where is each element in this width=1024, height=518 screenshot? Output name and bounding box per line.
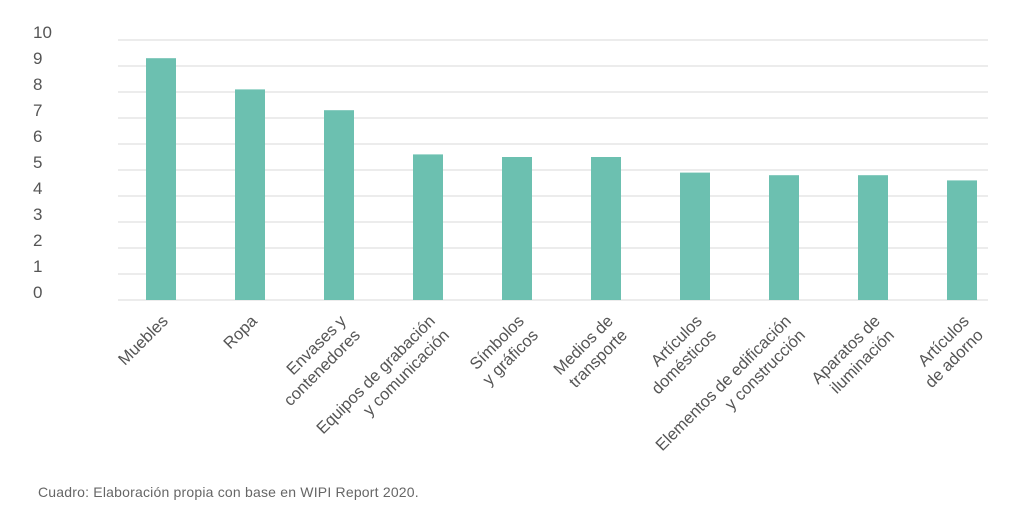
x-tick-label: Artículosdomésticos — [634, 312, 720, 398]
bar — [680, 172, 710, 300]
x-tick-label: Ropa — [220, 312, 261, 353]
x-tick-label: Aparatos deiluminación — [808, 312, 898, 402]
chart-caption: Cuadro: Elaboración propia con base en W… — [38, 484, 419, 500]
y-axis-ticks: 0 1 2 3 4 5 6 7 8 9 10 — [33, 23, 52, 302]
y-tick-label: 1 — [33, 257, 42, 276]
x-axis-ticks: Muebles Ropa Envases ycontenedoresEquipos … — [115, 312, 987, 455]
y-tick-label: 9 — [33, 49, 42, 68]
bar — [591, 157, 621, 300]
x-tick-label-line: Muebles — [115, 312, 172, 369]
y-tick-label: 0 — [33, 283, 42, 302]
bar — [324, 110, 354, 300]
bar — [235, 89, 265, 301]
x-tick-label: Muebles — [115, 312, 172, 369]
y-tick-label: 6 — [33, 127, 42, 146]
x-tick-label-line: Ropa — [220, 312, 261, 353]
bar — [502, 157, 532, 300]
bar — [413, 154, 443, 300]
x-tick-label: Artículosde adorno — [908, 312, 987, 391]
y-tick-label: 4 — [33, 179, 42, 198]
x-tick-label: Medios detransporte — [550, 312, 631, 393]
y-tick-label: 5 — [33, 153, 42, 172]
bar — [769, 175, 799, 300]
y-tick-label: 2 — [33, 231, 42, 250]
y-tick-label: 8 — [33, 75, 42, 94]
bar — [146, 58, 176, 301]
bars — [146, 58, 977, 301]
y-tick-label: 7 — [33, 101, 42, 120]
bar — [858, 175, 888, 300]
x-tick-label: Símbolosy gráficos — [465, 312, 542, 389]
y-tick-label: 10 — [33, 23, 52, 42]
bar — [947, 180, 977, 300]
y-tick-label: 3 — [33, 205, 42, 224]
